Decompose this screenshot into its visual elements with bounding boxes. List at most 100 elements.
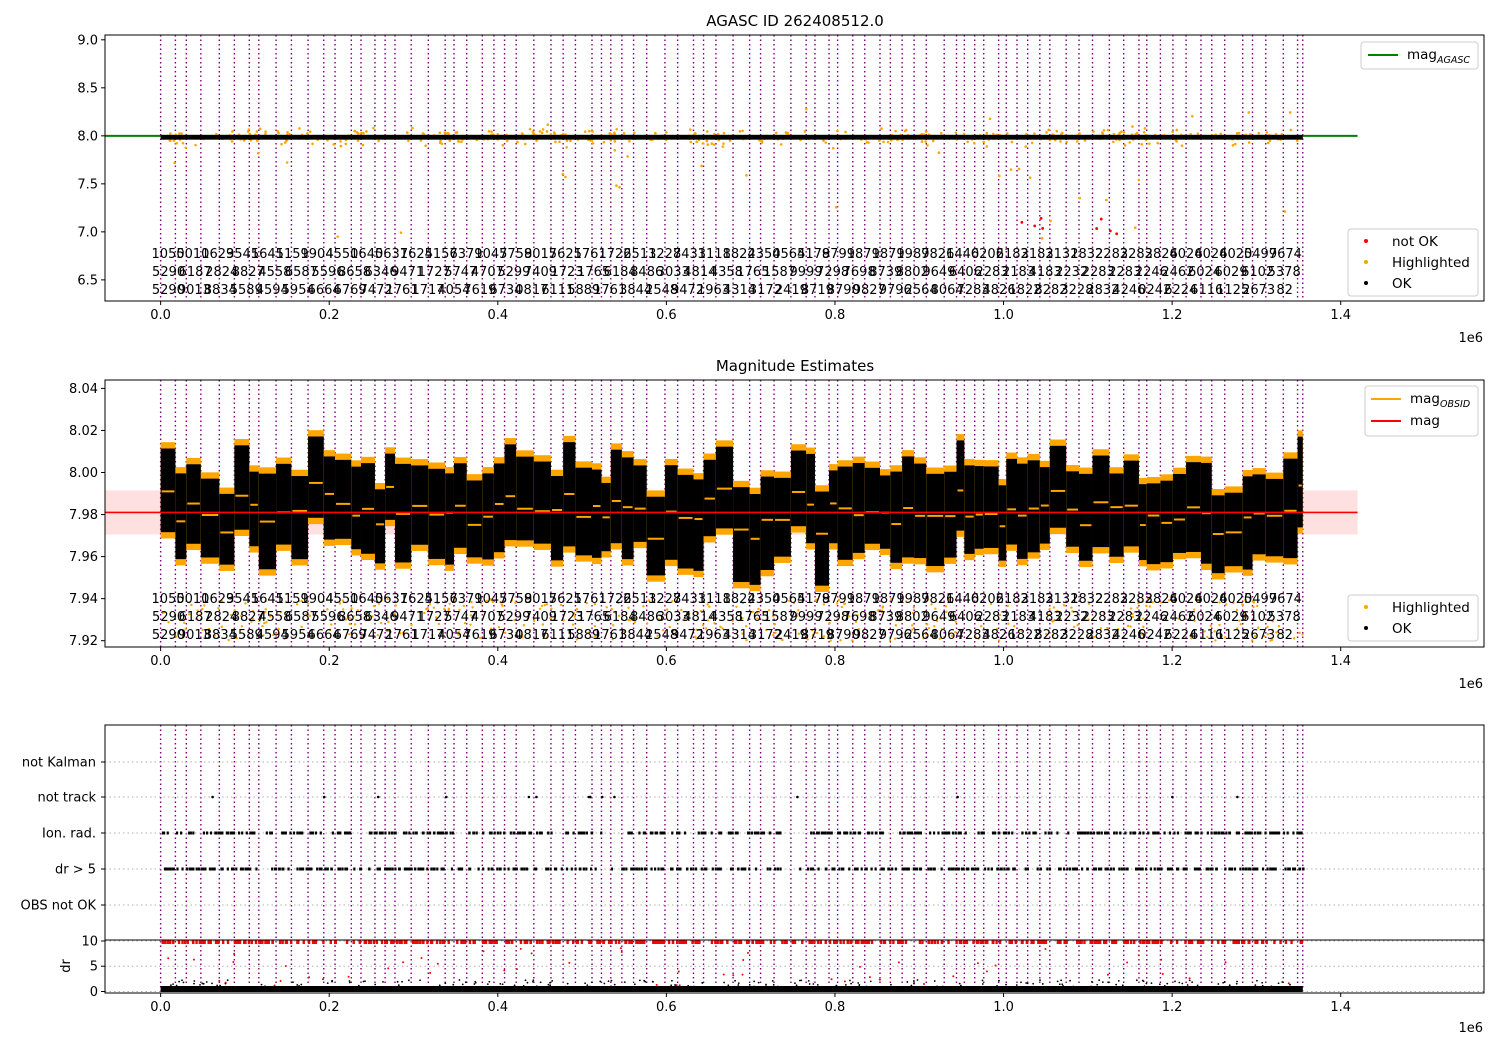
flag-point (309, 831, 312, 835)
highlighted-point (583, 130, 587, 133)
highlighted-point (591, 130, 594, 133)
highlighted-point (929, 633, 933, 637)
flag-point (837, 831, 840, 835)
flag-point (1276, 831, 1279, 835)
flag-point (1104, 867, 1107, 871)
dr-outlier-point (835, 940, 838, 944)
panel1-title: AGASC ID 262408512.0 (706, 12, 884, 30)
flag-point (933, 867, 936, 871)
dr-outlier-point (510, 940, 514, 944)
flag-point (1194, 831, 1197, 835)
highlighted-point (277, 627, 280, 631)
panel2-obsid-label: 8739 (869, 610, 902, 625)
highlighted-point (683, 617, 686, 621)
flag-point (891, 867, 894, 871)
panel1-obsid-label: 1822 (1008, 283, 1041, 298)
dr-outlier-point (507, 940, 511, 944)
panel2-obsid-label: 7619 (463, 628, 496, 643)
panel1-obsid-label: 7409 (524, 265, 557, 280)
highlighted-point (938, 637, 941, 640)
dr-point (890, 983, 892, 986)
flag-point (469, 867, 472, 871)
highlighted-point (534, 637, 537, 641)
flag-point (1034, 831, 1037, 835)
flag-point (998, 831, 1001, 835)
flag-point (1104, 831, 1107, 835)
highlighted-point (992, 132, 995, 136)
highlighted-point (1047, 613, 1050, 617)
dr-point (858, 985, 861, 988)
highlighted-point (399, 632, 402, 635)
highlighted-point (458, 608, 461, 612)
dr-outlier-point (1124, 940, 1128, 944)
flag-point (683, 831, 687, 835)
dr-outlier-point (661, 940, 665, 944)
panel1-obsid-label: 4707 (471, 265, 504, 280)
highlighted-point (258, 619, 261, 623)
dr-outlier-point (714, 940, 717, 944)
highlighted-point (1141, 600, 1144, 603)
dr-point (959, 984, 962, 987)
highlighted-point (1141, 633, 1144, 636)
dr-outlier-point (761, 940, 765, 944)
dr-outlier-point (598, 940, 602, 944)
ok-points-block (1283, 458, 1298, 559)
highlighted-point (627, 606, 630, 610)
highlighted-point (1071, 610, 1074, 613)
panel2-obsid-label: 5589 (230, 628, 263, 643)
flag-point (740, 867, 743, 871)
flag-point (405, 867, 408, 871)
dr-outlier-point (1169, 940, 1173, 944)
panel2-obsid-label: 1761 (593, 628, 626, 643)
flag-point (1254, 831, 1257, 835)
highlighted-point (183, 621, 186, 625)
dr-point (1096, 983, 1099, 986)
flag-point (1256, 831, 1260, 835)
dr-outlier-point (995, 940, 998, 944)
dr-outlier-point (1106, 973, 1109, 976)
flag-point (310, 831, 313, 835)
highlighted-point (1140, 142, 1144, 146)
panel2-obsid-label: 2283 (1082, 610, 1115, 625)
highlighted-point (772, 614, 775, 618)
dr-outlier-point (897, 940, 900, 944)
panel2-obsid-label: 1832 (1070, 592, 1103, 607)
flag-point (189, 831, 192, 835)
dr-outlier-point (403, 940, 407, 944)
panel2-obsid-label: 1989 (896, 592, 929, 607)
highlighted-point (701, 142, 705, 145)
dr-outlier-point (637, 940, 640, 944)
panel2-obsid-label: 9013 (178, 628, 211, 643)
dr-point (408, 979, 410, 982)
panel1-legend-upper-box (1360, 41, 1479, 70)
not-ok-point (1095, 227, 1099, 230)
flag-point (882, 867, 885, 871)
flag-category-label: dr > 5 (55, 863, 96, 878)
highlighted-point (1196, 598, 1199, 602)
flag-point (826, 831, 829, 835)
flag-point (271, 867, 274, 871)
highlighted-point (1131, 615, 1135, 618)
flag-point (1081, 831, 1084, 835)
flag-point (1098, 831, 1101, 835)
ok-points-block (806, 453, 815, 544)
dr-outlier-point (1130, 940, 1133, 944)
highlighted-point (575, 607, 579, 611)
flag-point (1005, 831, 1008, 835)
dr-outlier-point (387, 967, 390, 970)
dr-outlier-point (883, 940, 887, 944)
dr-outlier-point (849, 940, 853, 944)
highlighted-point (756, 611, 759, 615)
dr-outlier-point (726, 940, 729, 944)
dr-outlier-point (868, 976, 871, 979)
not-ok-point (1115, 232, 1119, 236)
highlighted-point (480, 602, 483, 605)
highlighted-point (178, 132, 181, 135)
dr-outlier-point (1254, 940, 1257, 944)
ok-points-block (964, 465, 975, 554)
flag-point (1170, 867, 1173, 871)
panel2-obsid-label: 4350 (747, 592, 780, 607)
flag-point (1224, 867, 1227, 871)
flag-point (1237, 831, 1241, 835)
highlighted-point (827, 632, 830, 635)
